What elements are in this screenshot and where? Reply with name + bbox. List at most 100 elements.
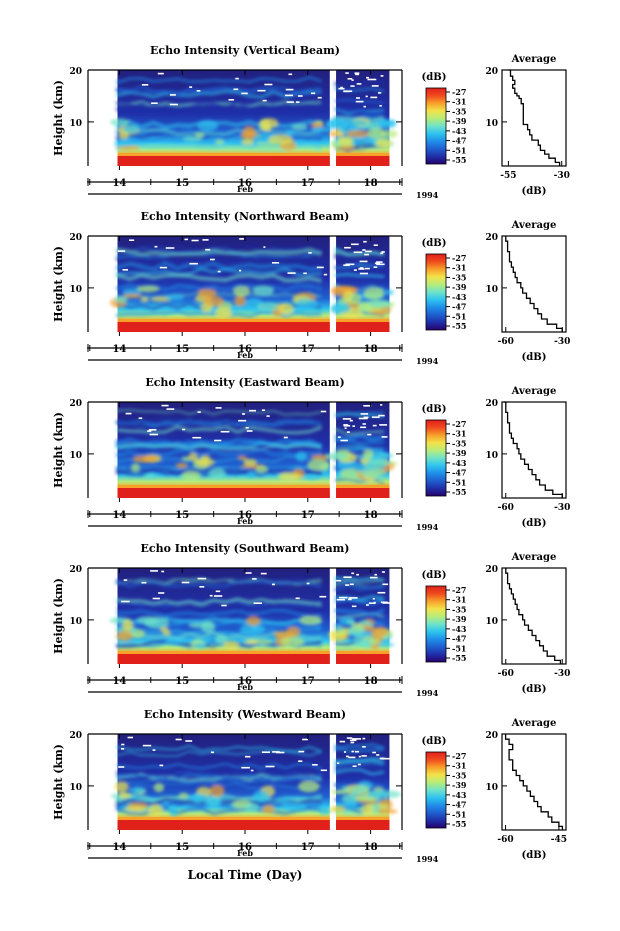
heatmap-image xyxy=(110,236,395,332)
x-tick-label: 17 xyxy=(301,178,315,189)
colorbar-tick-label: -27 xyxy=(452,751,466,761)
x-minor-tick: + xyxy=(396,344,404,354)
average-title: Average xyxy=(511,54,557,65)
avg-x-tick-label: -30 xyxy=(554,503,570,513)
x-minor-tick: + xyxy=(86,178,94,188)
x-minor-tick: + xyxy=(335,344,343,354)
month-label: Feb xyxy=(237,350,253,360)
heatmap-axes: 20 10 Height (km) xyxy=(52,67,403,166)
x-tick-label: 14 xyxy=(112,676,126,687)
y-tick-label: 20 xyxy=(69,565,82,575)
time-axis: 14 +15 +16 +17 +18 + + Feb 1994 xyxy=(86,498,439,532)
colorbar-tick-label: -43 xyxy=(452,790,467,800)
average-line xyxy=(505,236,563,332)
x-minor-tick: + xyxy=(396,178,404,188)
colorbar-tick-label: -51 xyxy=(452,477,466,487)
colorbar-tick-label: -27 xyxy=(452,419,466,429)
heatmap-axes: 20 10 Height (km) xyxy=(52,233,403,332)
y-tick-label: 10 xyxy=(69,617,82,627)
x-tick-label: 18 xyxy=(364,510,378,521)
beam-panel: Echo Intensity (Southward Beam) 20 10 Heigh… xyxy=(52,542,570,698)
x-tick-label: 17 xyxy=(301,676,315,687)
x-minor-tick: + xyxy=(86,344,94,354)
y-tick-label: 10 xyxy=(69,285,82,295)
x-tick-label: 16 xyxy=(238,676,252,687)
x-minor-tick: + xyxy=(86,510,94,520)
year-label: 1994 xyxy=(416,522,439,532)
x-tick-label: 18 xyxy=(364,676,378,687)
colorbar: (dB) -27-31-35-39-43-47-51-55 xyxy=(422,404,467,497)
x-minor-tick: + xyxy=(396,842,404,852)
x-minor-tick: + xyxy=(273,676,281,686)
avg-x-label: (dB) xyxy=(522,850,547,861)
time-axis: 14 +15 +16 +17 +18 + + Feb 1994 xyxy=(86,332,439,366)
average-title: Average xyxy=(511,220,557,231)
colorbar-unit: (dB) xyxy=(422,72,447,83)
colorbar-tick-label: -47 xyxy=(452,302,466,312)
year-label: 1994 xyxy=(416,190,439,200)
x-minor-tick: + xyxy=(273,344,281,354)
heatmap-axes: 20 10 Height (km) xyxy=(52,399,403,498)
colorbar-tick-label: -47 xyxy=(452,136,466,146)
beam-panel: Echo Intensity (Eastward Beam) 20 10 Height… xyxy=(52,376,570,532)
panel-title: Echo Intensity (Vertical Beam) xyxy=(150,44,340,57)
avg-y-tick-label: 20 xyxy=(485,565,498,575)
heatmap-axes: 20 10 Height (km) xyxy=(52,565,403,664)
avg-x-tick-label: -45 xyxy=(551,835,567,845)
x-tick-label: 18 xyxy=(364,842,378,853)
avg-x-label: (dB) xyxy=(522,352,547,363)
colorbar-tick-label: -47 xyxy=(452,634,466,644)
x-minor-tick: + xyxy=(210,344,218,354)
month-label: Feb xyxy=(237,848,253,858)
year-label: 1994 xyxy=(416,356,439,366)
avg-x-tick-label: -55 xyxy=(500,171,516,181)
colorbar-tick-label: -39 xyxy=(452,614,467,624)
colorbar: (dB) -27-31-35-39-43-47-51-55 xyxy=(422,72,467,165)
colorbar-tick-label: -55 xyxy=(452,321,466,331)
heatmap-image xyxy=(109,568,395,664)
colorbar-tick-label: -47 xyxy=(452,800,466,810)
x-minor-tick: + xyxy=(273,178,281,188)
y-tick-label: 20 xyxy=(69,731,82,741)
colorbar-tick-label: -51 xyxy=(452,145,466,155)
avg-y-tick-label: 20 xyxy=(485,67,498,77)
colorbar-unit: (dB) xyxy=(422,736,447,747)
beam-panel: Echo Intensity (Northward Beam) 20 10 Heigh… xyxy=(52,210,570,366)
average-profile: Average 20 10 -60 -30 (dB) xyxy=(485,220,570,363)
colorbar-unit: (dB) xyxy=(422,570,447,581)
heatmap-image xyxy=(115,402,398,498)
x-minor-tick: + xyxy=(335,842,343,852)
colorbar-tick-label: -55 xyxy=(452,155,466,165)
y-axis-label: Height (km) xyxy=(52,80,65,156)
x-minor-tick: + xyxy=(335,676,343,686)
x-minor-tick: + xyxy=(335,178,343,188)
x-tick-label: 15 xyxy=(175,178,189,189)
colorbar-tick-label: -43 xyxy=(452,292,467,302)
y-tick-label: 20 xyxy=(69,399,82,409)
x-minor-tick: + xyxy=(147,510,155,520)
y-axis-label: Height (km) xyxy=(52,246,65,322)
colorbar-tick-label: -35 xyxy=(452,604,466,614)
x-minor-tick: + xyxy=(273,510,281,520)
colorbar-tick-label: -55 xyxy=(452,819,466,829)
avg-y-tick-label: 10 xyxy=(485,783,498,793)
x-tick-label: 15 xyxy=(175,510,189,521)
x-tick-label: 14 xyxy=(112,842,126,853)
x-tick-label: 16 xyxy=(238,178,252,189)
year-label: 1994 xyxy=(416,854,439,864)
colorbar-tick-label: -31 xyxy=(452,761,466,771)
average-line xyxy=(505,568,562,664)
x-minor-tick: + xyxy=(147,178,155,188)
colorbar-tick-label: -51 xyxy=(452,809,466,819)
x-tick-label: 14 xyxy=(112,510,126,521)
avg-x-tick-label: -60 xyxy=(497,835,513,845)
beam-panel: Echo Intensity (Westward Beam) 20 10 Height… xyxy=(52,708,567,864)
x-minor-tick: + xyxy=(86,676,94,686)
colorbar-tick-label: -51 xyxy=(452,643,466,653)
average-profile: Average 20 10 -55 -30 (dB) xyxy=(485,54,569,197)
y-axis-label: Height (km) xyxy=(52,412,65,488)
colorbar-tick-label: -55 xyxy=(452,487,466,497)
x-minor-tick: + xyxy=(147,344,155,354)
avg-x-label: (dB) xyxy=(522,684,547,695)
